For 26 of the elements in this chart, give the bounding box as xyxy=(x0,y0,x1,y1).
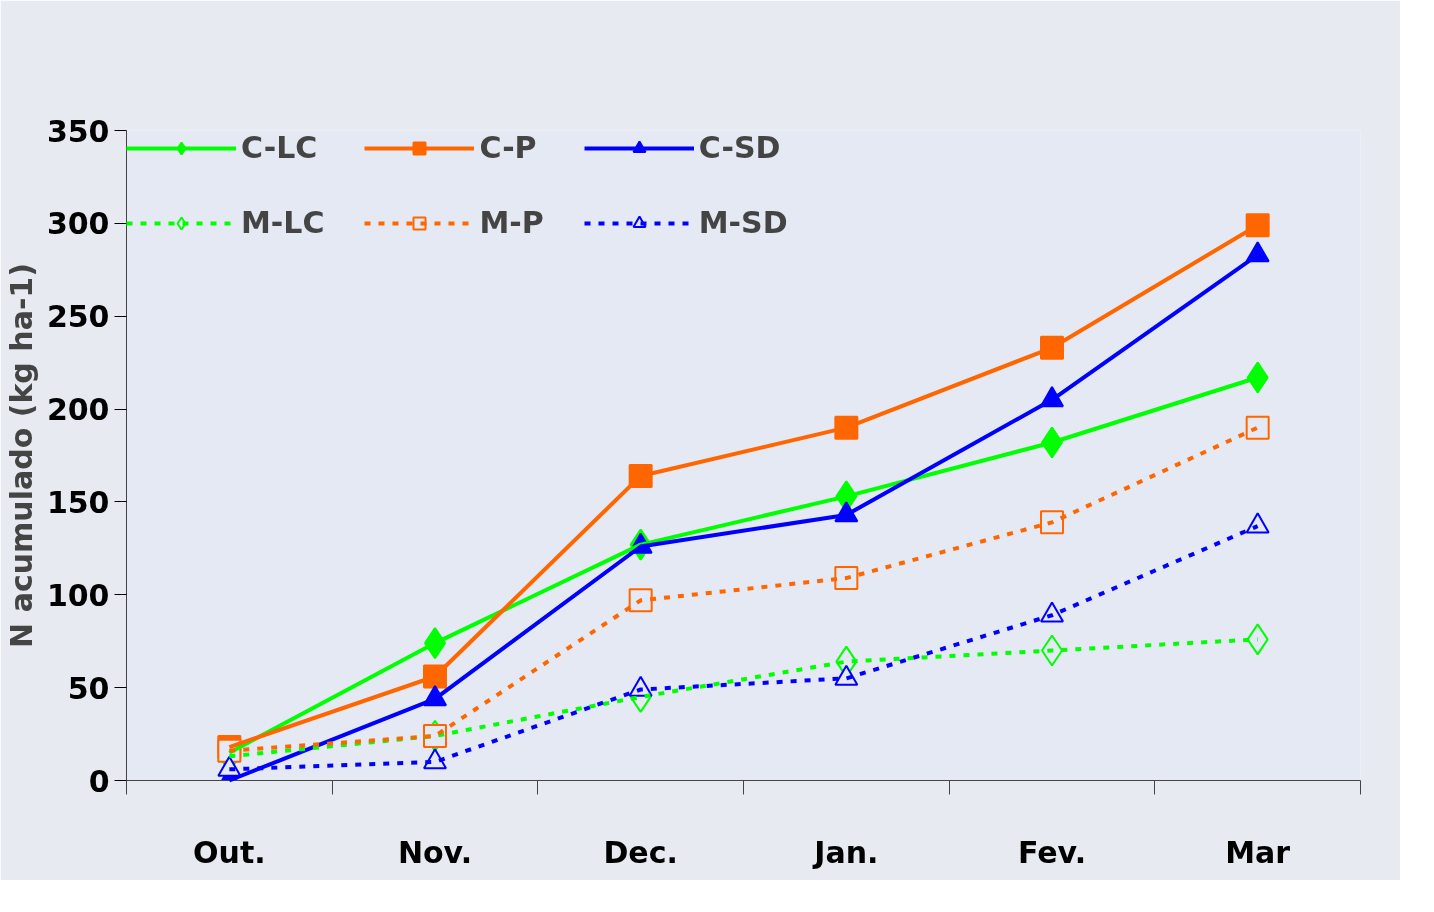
x-tick-label: Dec. xyxy=(603,834,678,870)
y-tick-label: 250 xyxy=(46,299,110,335)
point xyxy=(1040,510,1064,535)
point xyxy=(628,588,653,613)
legend-label: C-LC xyxy=(241,130,318,165)
x-tick-label: Out. xyxy=(193,834,266,870)
legend-label: M-P xyxy=(479,205,544,240)
x-tick-label: Fev. xyxy=(1017,834,1087,870)
point xyxy=(1245,415,1270,440)
y-axis-title: N acumulado (kg ha-1) xyxy=(3,263,39,648)
legend-label: C-SD xyxy=(698,130,781,165)
x-tick-label: Mar xyxy=(1225,834,1291,870)
y-tick-label: 0 xyxy=(88,763,110,799)
legend-label: C-P xyxy=(479,130,537,165)
point xyxy=(834,566,859,591)
y-tick-label: 200 xyxy=(46,392,110,428)
point xyxy=(1245,213,1270,238)
legend-label: M-SD xyxy=(698,205,788,240)
y-tick-label: 100 xyxy=(46,577,110,613)
y-tick-label: 350 xyxy=(46,113,110,149)
x-tick-label: Jan. xyxy=(812,834,879,870)
x-tick-label: Nov. xyxy=(397,834,473,870)
y-tick-label: 50 xyxy=(67,670,110,706)
legend-label: M-LC xyxy=(241,205,325,240)
y-tick-label: 150 xyxy=(46,484,110,520)
y-tick-label: 300 xyxy=(46,206,110,242)
